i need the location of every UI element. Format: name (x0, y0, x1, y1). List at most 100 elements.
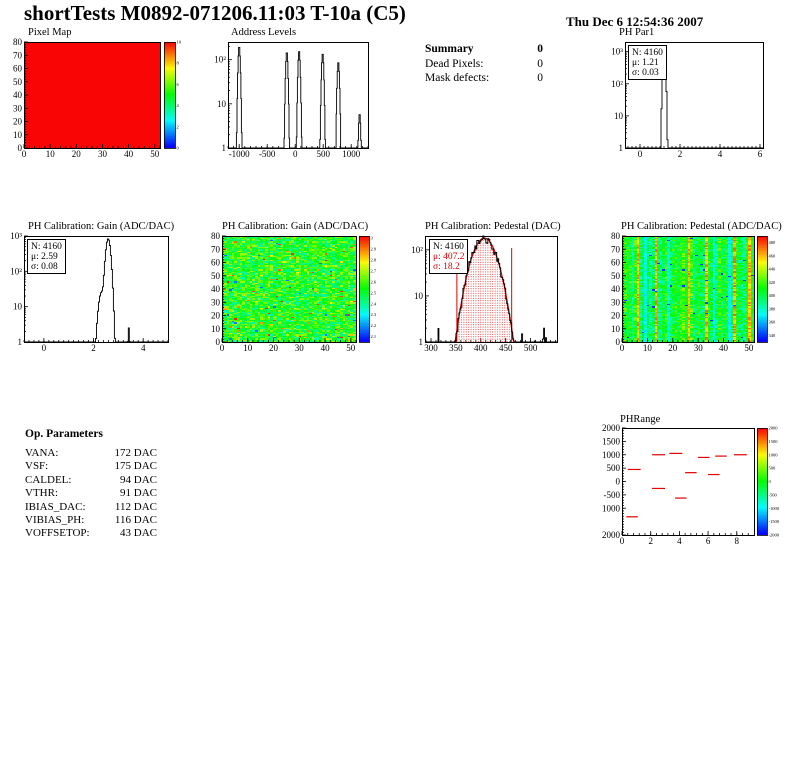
svg-text:350: 350 (449, 343, 463, 353)
svg-text:10: 10 (614, 111, 624, 121)
svg-text:-1000: -1000 (229, 149, 250, 159)
svg-text:500: 500 (607, 463, 621, 473)
svg-text:20: 20 (269, 343, 279, 353)
ph-range-colorbar (757, 428, 767, 535)
svg-text:420: 420 (769, 280, 777, 285)
svg-text:2: 2 (678, 149, 683, 159)
svg-text:0: 0 (620, 343, 625, 353)
panel-title-ph-range: PHRange (620, 414, 661, 425)
op-parameter-row: VTHR: 91 DAC (25, 487, 157, 500)
svg-text:40: 40 (719, 343, 729, 353)
svg-text:10: 10 (46, 149, 56, 159)
summary-value: 0 (537, 72, 543, 84)
svg-text:50: 50 (13, 77, 23, 87)
svg-text:2.4: 2.4 (371, 301, 377, 306)
svg-text:40: 40 (211, 284, 221, 294)
svg-text:0: 0 (177, 146, 180, 151)
op-parameter-row: CALDEL: 94 DAC (25, 473, 157, 486)
stat-sigma: σ: 0.03 (632, 68, 659, 78)
svg-text:70: 70 (13, 50, 23, 60)
svg-text:70: 70 (211, 244, 221, 254)
svg-text:80: 80 (611, 231, 621, 241)
svg-text:-1000: -1000 (769, 506, 780, 511)
svg-text:360: 360 (769, 320, 777, 325)
svg-text:1000: 1000 (602, 503, 621, 513)
svg-text:1500: 1500 (602, 436, 621, 446)
panel-title-pedestal-hist: PH Calibration: Pedestal (DAC) (425, 221, 561, 232)
svg-text:450: 450 (499, 343, 513, 353)
svg-text:10: 10 (13, 130, 23, 140)
svg-text:80: 80 (211, 231, 221, 241)
summary-header: Summary 0 (425, 42, 543, 57)
gain-map-colorbar (359, 236, 369, 342)
svg-text:0: 0 (769, 479, 772, 484)
svg-text:2000: 2000 (769, 426, 779, 431)
svg-text:2.5: 2.5 (371, 290, 377, 295)
svg-text:50: 50 (611, 271, 621, 281)
svg-text:20: 20 (72, 149, 82, 159)
svg-text:10: 10 (611, 324, 621, 334)
svg-text:20: 20 (668, 343, 678, 353)
panel-title-address-levels: Address Levels (231, 27, 297, 38)
svg-text:10: 10 (177, 40, 182, 45)
svg-text:50: 50 (211, 271, 221, 281)
svg-text:300: 300 (424, 343, 438, 353)
summary-row-mask-defects: Mask defects: 0 (425, 71, 543, 86)
svg-text:-2000: -2000 (769, 533, 780, 538)
svg-text:30: 30 (13, 103, 23, 113)
svg-text:1000: 1000 (602, 450, 621, 460)
svg-text:30: 30 (211, 297, 221, 307)
stat-mean: μ: 2.59 (31, 252, 58, 262)
summary-label: Mask defects: (425, 72, 490, 84)
svg-text:1: 1 (18, 337, 23, 347)
svg-text:50: 50 (346, 343, 356, 353)
svg-text:0: 0 (293, 149, 298, 159)
svg-text:60: 60 (211, 258, 221, 268)
svg-text:30: 30 (694, 343, 704, 353)
svg-text:1000: 1000 (342, 149, 361, 159)
svg-text:500: 500 (769, 466, 777, 471)
svg-text:60: 60 (611, 258, 621, 268)
svg-text:0: 0 (18, 143, 23, 153)
svg-text:10: 10 (217, 99, 227, 109)
svg-text:480: 480 (769, 240, 777, 245)
stat-mean: μ: 407.2 (433, 252, 465, 262)
op-parameter-row: VIBIAS_PH: 116 DAC (25, 514, 157, 527)
page-title: shortTests M0892-071206.11:03 T-10a (C5) (24, 1, 406, 25)
svg-text:1500: 1500 (769, 439, 779, 444)
svg-text:2: 2 (648, 536, 653, 546)
svg-text:400: 400 (769, 293, 777, 298)
svg-text:30: 30 (98, 149, 108, 159)
svg-text:2000: 2000 (602, 530, 621, 540)
svg-text:8: 8 (735, 536, 740, 546)
svg-text:50: 50 (150, 149, 160, 159)
stats-box-pedestal: N: 4160 μ: 407.2 σ: 18.2 (429, 239, 469, 274)
svg-text:4: 4 (677, 536, 682, 546)
svg-text:30: 30 (611, 297, 621, 307)
timestamp: Thu Dec 6 12:54:36 2007 (566, 14, 704, 29)
svg-text:20: 20 (611, 311, 621, 321)
svg-text:2.3: 2.3 (371, 312, 377, 317)
op-parameters-list: VANA: 172 DAC VSF: 175 DAC CALDEL: 94 DAC VTHR… (25, 447, 157, 541)
svg-text:4: 4 (141, 343, 146, 353)
stat-entries: N: 4160 (433, 242, 464, 252)
summary-total: 0 (537, 43, 543, 55)
svg-text:40: 40 (13, 90, 23, 100)
svg-text:50: 50 (744, 343, 754, 353)
svg-text:0: 0 (638, 149, 643, 159)
summary-block: Summary 0 Dead Pixels: 0 Mask defects: 0 (425, 42, 543, 86)
svg-text:10²: 10² (611, 79, 623, 89)
stats-box-gain: N: 4160 μ: 2.59 σ: 0.08 (27, 239, 66, 274)
svg-text:0: 0 (216, 337, 221, 347)
svg-text:0: 0 (22, 149, 27, 159)
svg-text:-500: -500 (259, 149, 276, 159)
panel-title-pixel-map: Pixel Map (28, 27, 72, 38)
svg-text:1000: 1000 (769, 452, 779, 457)
svg-text:70: 70 (611, 244, 621, 254)
svg-text:400: 400 (474, 343, 488, 353)
panel-title-gain-map: PH Calibration: Gain (ADC/DAC) (222, 221, 369, 232)
gain-map-heatmap (222, 236, 356, 342)
svg-text:2.8: 2.8 (371, 258, 377, 263)
op-parameters-block: Op. Parameters VANA: 172 DAC VSF: 175 DAC CA… (25, 428, 157, 541)
svg-text:2000: 2000 (602, 423, 621, 433)
